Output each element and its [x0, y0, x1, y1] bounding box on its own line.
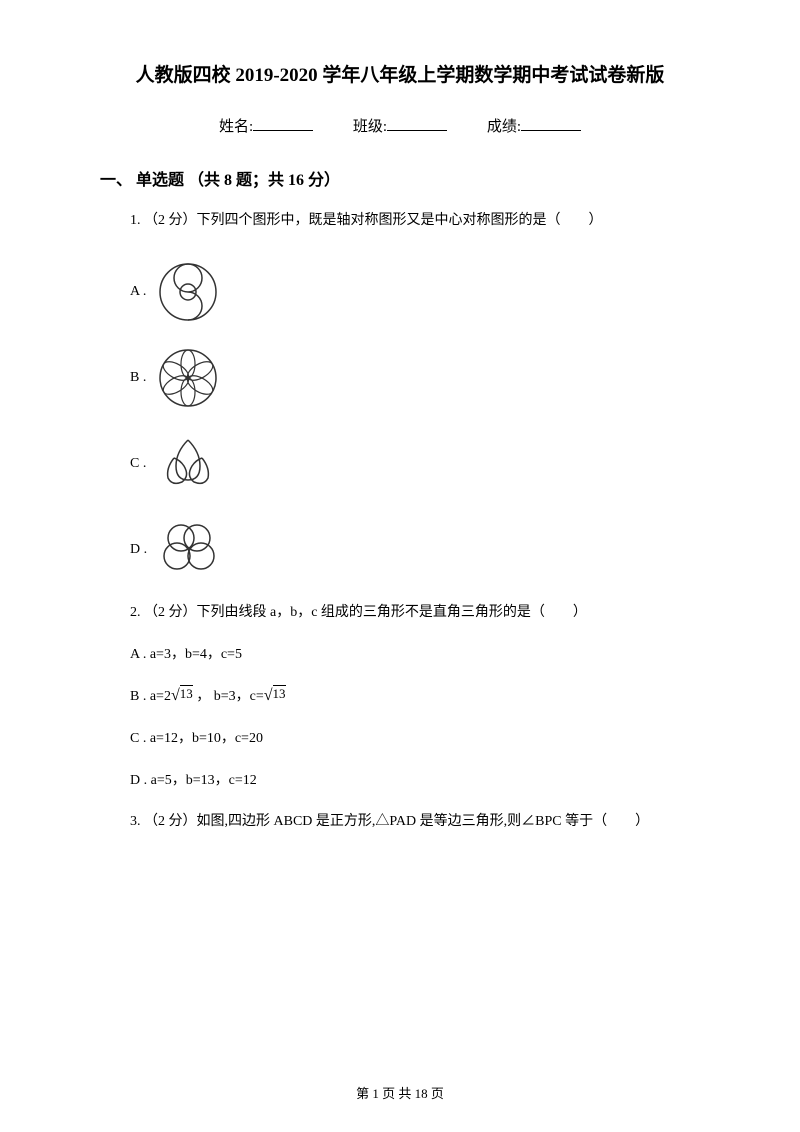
- q2b-prefix: B . a=2: [130, 689, 171, 704]
- q1-option-d: D .: [130, 516, 700, 584]
- student-info-line: 姓名: 班级: 成绩:: [100, 115, 700, 136]
- name-blank: [253, 117, 313, 131]
- symmetry-icon-b: [154, 344, 222, 412]
- q2-option-c: C . a=12，b=10，c=20: [130, 727, 700, 747]
- name-field: 姓名:: [219, 115, 313, 136]
- question-2: 2. （2 分）下列由线段 a，b，c 组成的三角形不是直角三角形的是（ ）: [130, 602, 700, 624]
- option-label-d: D .: [130, 542, 147, 558]
- q1-option-b: B .: [130, 344, 700, 412]
- q2-option-b: B . a=2√13 ， b=3，c=√13: [130, 685, 700, 705]
- option-label-c: C .: [130, 456, 146, 472]
- option-label-a: A .: [130, 284, 146, 300]
- class-blank: [387, 117, 447, 131]
- q2-option-d: D . a=5，b=13，c=12: [130, 769, 700, 789]
- q2-option-a: A . a=3，b=4，c=5: [130, 643, 700, 663]
- q1-option-a: A .: [130, 258, 700, 326]
- section-header: 一、 单选题 （共 8 题；共 16 分）: [100, 166, 700, 190]
- option-label-b: B .: [130, 370, 146, 386]
- score-blank: [521, 117, 581, 131]
- question-1: 1. （2 分）下列四个图形中，既是轴对称图形又是中心对称图形的是（ ）: [130, 210, 700, 232]
- class-field: 班级:: [353, 115, 447, 136]
- symmetry-icon-c: [154, 430, 222, 498]
- sqrt-13-a: 13: [180, 685, 193, 701]
- question-3: 3. （2 分）如图,四边形 ABCD 是正方形,△PAD 是等边三角形,则∠B…: [130, 811, 700, 833]
- sqrt-13-b: 13: [273, 685, 286, 701]
- name-label: 姓名:: [219, 119, 253, 135]
- q2b-mid: ， b=3，c=: [193, 689, 264, 704]
- class-label: 班级:: [353, 119, 387, 135]
- q1-option-c: C .: [130, 430, 700, 498]
- exam-title: 人教版四校 2019-2020 学年八年级上学期数学期中考试试卷新版: [100, 60, 700, 87]
- symmetry-icon-d: [155, 516, 223, 584]
- score-field: 成绩:: [487, 115, 581, 136]
- page-footer: 第 1 页 共 18 页: [0, 1083, 800, 1102]
- score-label: 成绩:: [487, 119, 521, 135]
- symmetry-icon-a: [154, 258, 222, 326]
